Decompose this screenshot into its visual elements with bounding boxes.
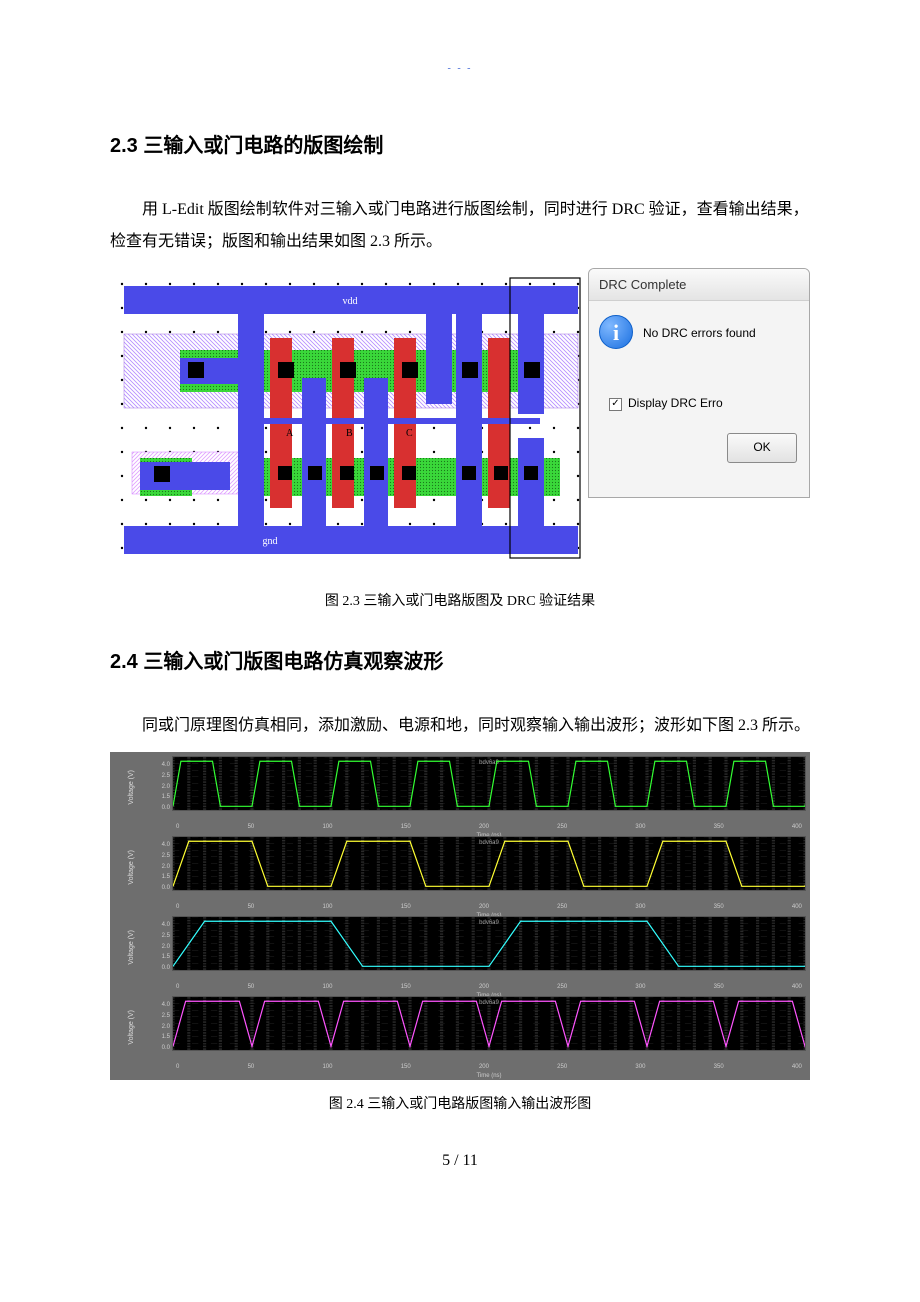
checkbox-label: Display DRC Erro	[628, 393, 723, 415]
figure-2-3: vdd gnd	[110, 268, 810, 577]
waveform-row: Voltage (V) 4.02.52.01.50.0 bdv6a9	[114, 996, 806, 1058]
x-axis: 050100150200250300350400 Time (ns)	[114, 1062, 806, 1076]
figure-2-3-caption: 图 2.3 三输入或门电路版图及 DRC 验证结果	[110, 589, 810, 614]
svg-text:C: C	[406, 428, 413, 439]
section-2-3-paragraph: 用 L-Edit 版图绘制软件对三输入或门电路进行版图绘制，同时进行 DRC 验…	[110, 194, 810, 258]
y-axis-label: Voltage (V)	[114, 916, 150, 978]
y-axis-ticks: 4.02.52.01.50.0	[150, 996, 172, 1058]
page-number: 5 / 11	[110, 1147, 810, 1176]
waveform-plot: bdv6a9	[172, 996, 806, 1051]
ic-layout-diagram: vdd gnd	[110, 268, 590, 577]
waveform-row: Voltage (V) 4.02.52.01.50.0 bdv6a9	[114, 836, 806, 898]
y-axis-ticks: 4.02.52.01.50.0	[150, 916, 172, 978]
drc-complete-dialog: DRC Complete i No DRC errors found ✓ Dis…	[588, 268, 810, 498]
section-2-4-heading: 2.4 三输入或门版图电路仿真观察波形	[110, 644, 810, 680]
x-axis: 050100150200250300350400 Time (ns)	[114, 982, 806, 996]
display-drc-errors-checkbox[interactable]: ✓	[609, 398, 622, 411]
section-2-3-heading: 2.3 三输入或门电路的版图绘制	[110, 128, 810, 164]
y-axis-ticks: 4.02.52.01.50.0	[150, 756, 172, 818]
y-axis-label: Voltage (V)	[114, 836, 150, 898]
y-axis-ticks: 4.02.52.01.50.0	[150, 836, 172, 898]
y-axis-label: Voltage (V)	[114, 996, 150, 1058]
dialog-title: DRC Complete	[589, 269, 809, 301]
x-axis: 050100150200250300350400 Time (ns)	[114, 902, 806, 916]
figure-2-4-caption: 图 2.4 三输入或门电路版图输入输出波形图	[110, 1092, 810, 1117]
waveform-row: Voltage (V) 4.02.52.01.50.0 bdv6a9	[114, 756, 806, 818]
x-axis: 050100150200250300350400 Time (ns)	[114, 822, 806, 836]
section-2-4-paragraph: 同或门原理图仿真相同，添加激励、电源和地，同时观察输入输出波形；波形如下图 2.…	[110, 710, 810, 742]
info-icon: i	[599, 315, 633, 349]
figure-2-4-waveforms: Voltage (V) 4.02.52.01.50.0 bdv6a9 05010…	[110, 752, 810, 1080]
waveform-plot: bdv6a9	[172, 836, 806, 891]
header-marks: - - -	[110, 60, 810, 78]
svg-text:gnd: gnd	[263, 536, 278, 547]
waveform-plot: bdv6a9	[172, 916, 806, 971]
dialog-message: No DRC errors found	[643, 315, 756, 345]
waveform-row: Voltage (V) 4.02.52.01.50.0 bdv6a9	[114, 916, 806, 978]
waveform-plot: bdv6a9	[172, 756, 806, 811]
svg-text:vdd: vdd	[343, 296, 358, 307]
svg-text:A: A	[286, 428, 294, 439]
y-axis-label: Voltage (V)	[114, 756, 150, 818]
svg-text:B: B	[346, 428, 353, 439]
ok-button[interactable]: OK	[727, 433, 797, 463]
